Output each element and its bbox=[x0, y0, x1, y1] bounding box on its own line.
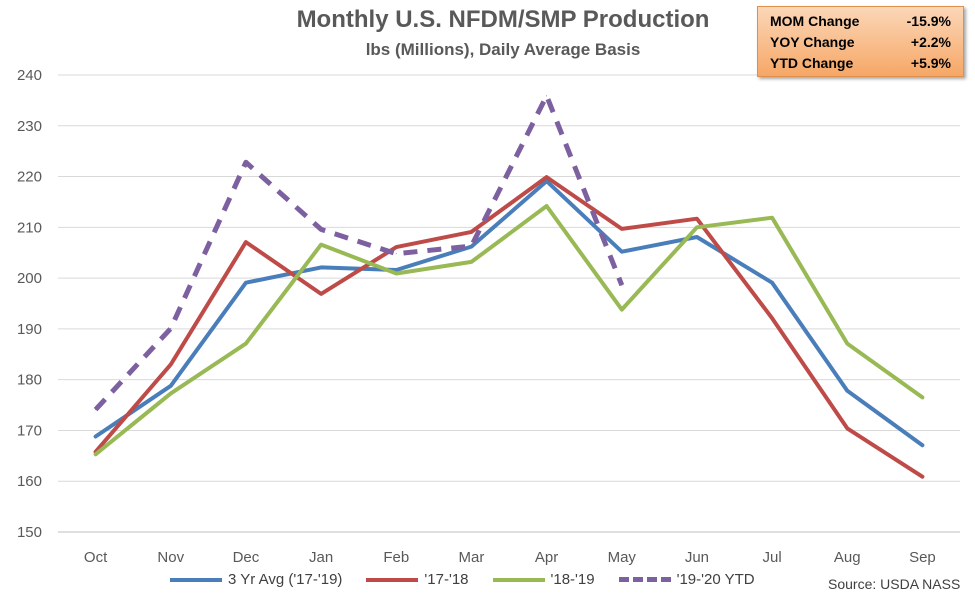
x-tick-label: Sep bbox=[909, 549, 936, 566]
data-point bbox=[621, 228, 623, 230]
data-point bbox=[245, 282, 247, 284]
data-point bbox=[245, 161, 247, 163]
data-point bbox=[846, 427, 848, 429]
legend-item-19-20-ytd: '19-'20 YTD bbox=[618, 571, 755, 588]
y-tick-label: 150 bbox=[17, 524, 42, 541]
data-point bbox=[470, 261, 472, 263]
legend-label: '17-'18 bbox=[424, 571, 469, 588]
stat-label: YOY Change bbox=[770, 34, 855, 50]
y-tick-label: 160 bbox=[17, 473, 42, 490]
stat-row-ytd: YTD Change +5.9% bbox=[770, 53, 951, 74]
stat-label: MOM Change bbox=[770, 13, 860, 29]
stat-row-yoy: YOY Change +2.2% bbox=[770, 32, 951, 53]
stat-value: -15.9% bbox=[906, 13, 951, 29]
data-point bbox=[95, 453, 97, 455]
data-point bbox=[621, 251, 623, 253]
data-point bbox=[395, 246, 397, 248]
y-tick-label: 190 bbox=[17, 321, 42, 338]
stat-value: +2.2% bbox=[910, 34, 951, 50]
data-point bbox=[170, 392, 172, 394]
legend-item-18-19: '18-'19 bbox=[492, 571, 595, 588]
data-point bbox=[696, 218, 698, 220]
x-tick-label: Jan bbox=[309, 549, 333, 566]
data-point bbox=[470, 231, 472, 233]
data-point bbox=[546, 176, 548, 178]
data-point bbox=[95, 409, 97, 411]
chart-legend: 3 Yr Avg ('17-'19) '17-'18 '18-'19 '19-'… bbox=[170, 571, 779, 588]
data-point bbox=[320, 228, 322, 230]
x-tick-label: Nov bbox=[157, 549, 184, 566]
data-point bbox=[395, 273, 397, 275]
x-tick-label: Dec bbox=[233, 549, 260, 566]
x-tick-label: May bbox=[608, 549, 637, 566]
data-point bbox=[621, 284, 623, 286]
data-point bbox=[771, 317, 773, 319]
x-tick-label: Apr bbox=[535, 549, 558, 566]
source-note: Source: USDA NASS bbox=[828, 576, 961, 592]
legend-item-17-18: '17-'18 bbox=[366, 571, 469, 588]
data-point bbox=[621, 309, 623, 311]
y-tick-label: 170 bbox=[17, 422, 42, 439]
legend-item-3yr-avg: 3 Yr Avg ('17-'19) bbox=[170, 571, 342, 588]
data-point bbox=[470, 245, 472, 247]
y-tick-label: 210 bbox=[17, 219, 42, 236]
x-tick-label: Feb bbox=[383, 549, 409, 566]
x-tick-label: Jul bbox=[762, 549, 781, 566]
x-tick-label: Mar bbox=[458, 549, 484, 566]
data-point bbox=[921, 444, 923, 446]
series-line-2 bbox=[93, 204, 925, 457]
data-point bbox=[320, 293, 322, 295]
data-point bbox=[546, 205, 548, 207]
series-line-3 bbox=[93, 93, 625, 412]
y-tick-label: 240 bbox=[17, 67, 42, 84]
y-tick-label: 230 bbox=[17, 118, 42, 135]
data-point bbox=[546, 95, 548, 97]
legend-label: '19-'20 YTD bbox=[676, 571, 755, 588]
data-point bbox=[846, 343, 848, 345]
chart-title: Monthly U.S. NFDM/SMP Production bbox=[296, 6, 710, 33]
legend-swatch bbox=[492, 577, 545, 582]
series-line-1 bbox=[93, 175, 925, 479]
chart-subtitle: lbs (Millions), Daily Average Basis bbox=[365, 40, 641, 59]
data-point bbox=[395, 253, 397, 255]
x-tick-label: Jun bbox=[685, 549, 709, 566]
data-point bbox=[921, 396, 923, 398]
y-tick-label: 200 bbox=[17, 270, 42, 287]
data-point bbox=[546, 180, 548, 182]
legend-label: '18-'19 bbox=[550, 571, 595, 588]
stat-value: +5.9% bbox=[910, 55, 951, 71]
legend-swatch bbox=[170, 577, 222, 582]
data-point bbox=[696, 236, 698, 238]
y-tick-label: 220 bbox=[17, 169, 42, 186]
data-point bbox=[170, 327, 172, 329]
y-tick-label: 180 bbox=[17, 372, 42, 389]
data-point bbox=[95, 436, 97, 438]
data-point bbox=[170, 363, 172, 365]
data-point bbox=[771, 282, 773, 284]
x-tick-label: Oct bbox=[84, 549, 108, 566]
data-point bbox=[921, 476, 923, 478]
legend-swatch bbox=[618, 577, 671, 582]
data-point bbox=[696, 226, 698, 228]
change-stats-box: MOM Change -15.9% YOY Change +2.2% YTD C… bbox=[757, 6, 964, 77]
data-point bbox=[846, 390, 848, 392]
data-point bbox=[245, 241, 247, 243]
legend-label: 3 Yr Avg ('17-'19) bbox=[228, 571, 343, 588]
x-tick-label: Aug bbox=[834, 549, 861, 566]
data-point bbox=[395, 269, 397, 271]
data-point bbox=[170, 385, 172, 387]
stat-label: YTD Change bbox=[770, 55, 854, 71]
series-line-0 bbox=[93, 179, 925, 448]
data-point bbox=[771, 217, 773, 219]
data-point bbox=[320, 266, 322, 268]
stat-row-mom: MOM Change -15.9% bbox=[770, 11, 951, 32]
legend-swatch bbox=[366, 577, 419, 582]
data-point bbox=[320, 244, 322, 246]
data-point bbox=[245, 343, 247, 345]
